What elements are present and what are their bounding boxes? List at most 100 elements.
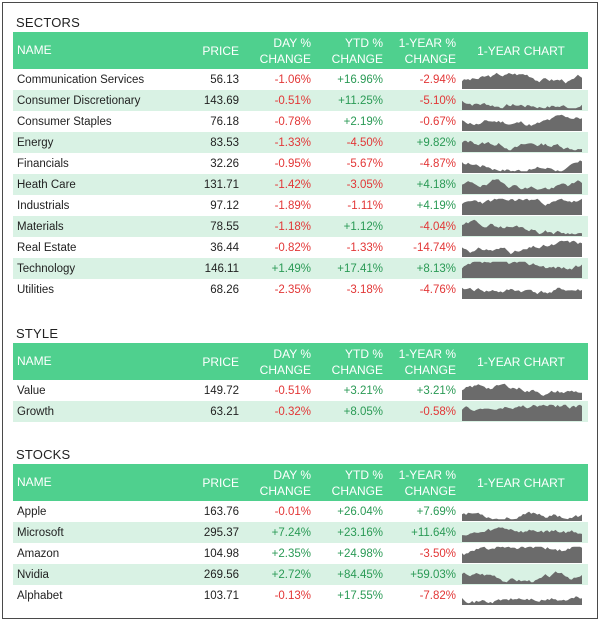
- cell-1yr-change: -3.50%: [419, 547, 456, 560]
- cell-1yr-change: -5.10%: [419, 94, 456, 107]
- cell-ytd-change: +26.04%: [337, 505, 383, 518]
- header-1yr: 1-YEAR % CHANGE: [398, 467, 456, 498]
- table-row[interactable]: Real Estate 36.44 -0.82% -1.33% -14.74%: [13, 237, 588, 258]
- cell-ytd-change: +17.41%: [337, 262, 383, 275]
- sparkline-chart: [456, 524, 582, 542]
- cell-day-change: -2.35%: [274, 283, 311, 296]
- cell-1yr-change: +4.19%: [416, 199, 456, 212]
- table-row[interactable]: Alphabet 103.71 -0.13% +17.55% -7.82%: [13, 585, 588, 606]
- cell-ytd-change: +84.45%: [337, 568, 383, 581]
- cell-price: 76.18: [210, 115, 239, 128]
- table-row[interactable]: Apple 163.76 -0.01% +26.04% +7.69%: [13, 501, 588, 522]
- cell-ytd-change: -5.67%: [346, 157, 383, 170]
- cell-ytd-change: +16.96%: [337, 73, 383, 86]
- header-price: PRICE: [202, 354, 239, 369]
- cell-1yr-change: -4.87%: [419, 157, 456, 170]
- cell-price: 131.71: [203, 178, 239, 191]
- cell-name: Growth: [17, 405, 55, 418]
- table-row[interactable]: Value 149.72 -0.51% +3.21% +3.21%: [13, 380, 588, 401]
- cell-day-change: +1.49%: [271, 262, 311, 275]
- cell-price: 36.44: [210, 241, 239, 254]
- cell-day-change: +7.24%: [271, 526, 311, 539]
- cell-name: Industrials: [17, 199, 70, 212]
- table-header: NAME PRICE DAY % CHANGE YTD % CHANGE 1-YEA…: [13, 32, 588, 69]
- cell-1yr-change: -0.67%: [419, 115, 456, 128]
- table-row[interactable]: Industrials 97.12 -1.89% -1.11% +4.19%: [13, 195, 588, 216]
- cell-day-change: -1.06%: [274, 73, 311, 86]
- cell-name: Nvidia: [17, 568, 49, 581]
- cell-name: Microsoft: [17, 526, 64, 539]
- cell-price: 146.11: [204, 262, 239, 275]
- table-row[interactable]: Nvidia 269.56 +2.72% +84.45% +59.03%: [13, 564, 588, 585]
- cell-1yr-change: +8.13%: [416, 262, 456, 275]
- sparkline-chart: [456, 239, 582, 257]
- cell-1yr-change: +3.21%: [416, 384, 456, 397]
- table-row[interactable]: Consumer Discretionary 143.69 -0.51% +11.25…: [13, 90, 588, 111]
- cell-1yr-change: -4.76%: [419, 283, 456, 296]
- cell-1yr-change: +4.18%: [416, 178, 456, 191]
- header-ytd: YTD % CHANGE: [331, 346, 383, 377]
- header-chart: 1-YEAR CHART: [477, 354, 565, 369]
- cell-1yr-change: +59.03%: [410, 568, 456, 581]
- cell-price: 78.55: [210, 220, 239, 233]
- cell-name: Energy: [17, 136, 54, 149]
- sectors-section: SECTORS NAME PRICE DAY % CHANGE YTD % CHAN…: [13, 14, 588, 300]
- section-title: STYLE: [16, 326, 59, 341]
- table-row[interactable]: Utilities 68.26 -2.35% -3.18% -4.76%: [13, 279, 588, 300]
- table-row[interactable]: Microsoft 295.37 +7.24% +23.16% +11.64%: [13, 522, 588, 543]
- table-row[interactable]: Consumer Staples 76.18 -0.78% +2.19% -0.67%: [13, 111, 588, 132]
- cell-day-change: +2.72%: [271, 568, 311, 581]
- sparkline-chart: [456, 281, 582, 299]
- cell-day-change: -0.78%: [274, 115, 311, 128]
- cell-1yr-change: +7.69%: [416, 505, 456, 518]
- cell-price: 104.98: [203, 547, 239, 560]
- header-1yr: 1-YEAR % CHANGE: [398, 35, 456, 66]
- table-row[interactable]: Heath Care 131.71 -1.42% -3.05% +4.18%: [13, 174, 588, 195]
- cell-1yr-change: -4.04%: [419, 220, 456, 233]
- cell-ytd-change: -3.05%: [346, 178, 383, 191]
- table-row[interactable]: Amazon 104.98 +2.35% +24.98% -3.50%: [13, 543, 588, 564]
- cell-day-change: -0.51%: [274, 94, 311, 107]
- cell-1yr-change: -14.74%: [413, 241, 456, 254]
- table-row[interactable]: Technology 146.11 +1.49% +17.41% +8.13%: [13, 258, 588, 279]
- table-row[interactable]: Energy 83.53 -1.33% -4.50% +9.82%: [13, 132, 588, 153]
- table-row[interactable]: Materials 78.55 -1.18% +1.12% -4.04%: [13, 216, 588, 237]
- cell-day-change: -1.42%: [274, 178, 311, 191]
- cell-day-change: -0.01%: [274, 505, 311, 518]
- section-title: STOCKS: [16, 447, 71, 462]
- cell-ytd-change: +11.25%: [338, 94, 383, 107]
- header-chart: 1-YEAR CHART: [477, 43, 565, 58]
- header-name: NAME: [17, 354, 52, 368]
- sectors-rows: Communication Services 56.13 -1.06% +16.96%…: [13, 69, 588, 300]
- cell-ytd-change: +3.21%: [343, 384, 383, 397]
- style-section: STYLE NAME PRICE DAY % CHANGE YTD % CHANGE…: [13, 325, 588, 422]
- cell-name: Financials: [17, 157, 69, 170]
- table-row[interactable]: Financials 32.26 -0.95% -5.67% -4.87%: [13, 153, 588, 174]
- table-row[interactable]: Growth 63.21 -0.32% +8.05% -0.58%: [13, 401, 588, 422]
- header-1yr: 1-YEAR % CHANGE: [398, 346, 456, 377]
- cell-price: 56.13: [210, 73, 239, 86]
- header-day: DAY % CHANGE: [259, 346, 311, 377]
- sparkline-chart: [456, 71, 582, 89]
- cell-day-change: -1.18%: [274, 220, 311, 233]
- cell-name: Utilities: [17, 283, 55, 296]
- cell-day-change: +2.35%: [271, 547, 311, 560]
- cell-price: 103.71: [203, 589, 239, 602]
- sparkline-chart: [456, 155, 582, 173]
- cell-day-change: -0.95%: [274, 157, 311, 170]
- header-price: PRICE: [202, 475, 239, 490]
- cell-price: 83.53: [210, 136, 239, 149]
- sparkline-chart: [456, 218, 582, 236]
- cell-day-change: -0.82%: [274, 241, 311, 254]
- cell-price: 32.26: [210, 157, 239, 170]
- sparkline-chart: [456, 382, 582, 400]
- stocks-rows: Apple 163.76 -0.01% +26.04% +7.69% Microsoft 2…: [13, 501, 588, 606]
- cell-name: Apple: [17, 505, 47, 518]
- cell-1yr-change: +11.64%: [411, 526, 456, 539]
- table-row[interactable]: Communication Services 56.13 -1.06% +16.96%…: [13, 69, 588, 90]
- cell-ytd-change: -4.50%: [346, 136, 383, 149]
- cell-ytd-change: -1.33%: [346, 241, 383, 254]
- table-header: NAME PRICE DAY % CHANGE YTD % CHANGE 1-YEA…: [13, 343, 588, 380]
- cell-1yr-change: -0.58%: [419, 405, 456, 418]
- cell-name: Materials: [17, 220, 64, 233]
